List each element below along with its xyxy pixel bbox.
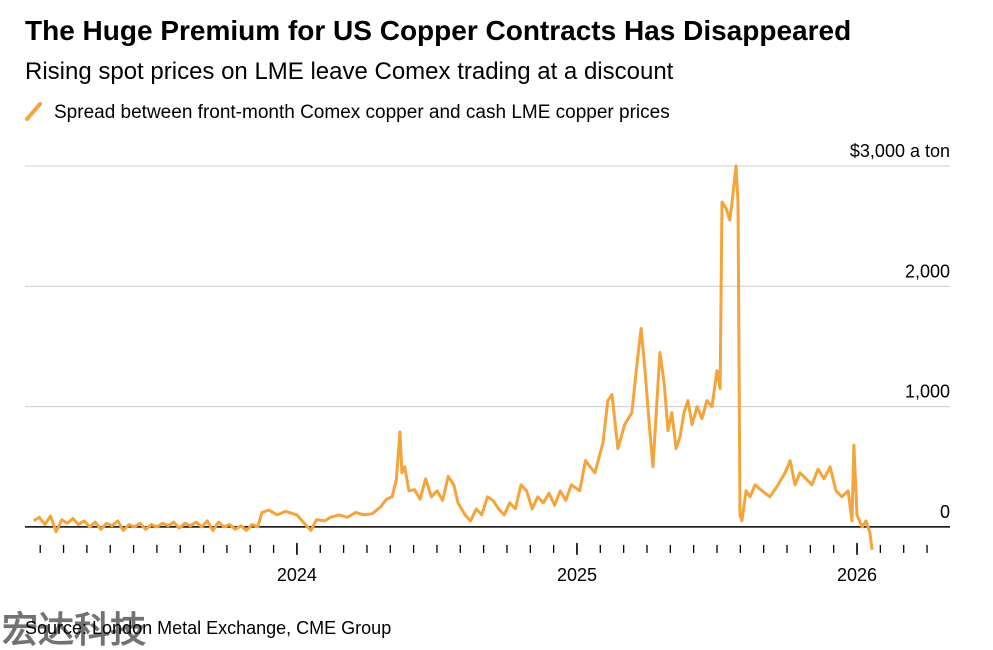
chart-subtitle: Rising spot prices on LME leave Comex tr… (25, 58, 674, 85)
x-tick-label: 2025 (557, 565, 597, 585)
y-tick-label: 2,000 (905, 261, 950, 281)
watermark: 宏达科技 (2, 609, 146, 650)
x-tick-label: 2024 (277, 565, 317, 585)
series-line (32, 164, 874, 550)
source: Source: London Metal Exchange, CME Group (25, 618, 391, 638)
legend-label: Spread between front-month Comex copper … (54, 102, 670, 123)
legend-swatch (25, 102, 42, 121)
chart-title: The Huge Premium for US Copper Contracts… (25, 15, 851, 46)
x-tick-label: 2026 (837, 565, 877, 585)
y-tick-label: 0 (940, 502, 950, 522)
y-tick-label: $3,000 a ton (850, 141, 950, 161)
y-tick-label: 1,000 (905, 382, 950, 402)
